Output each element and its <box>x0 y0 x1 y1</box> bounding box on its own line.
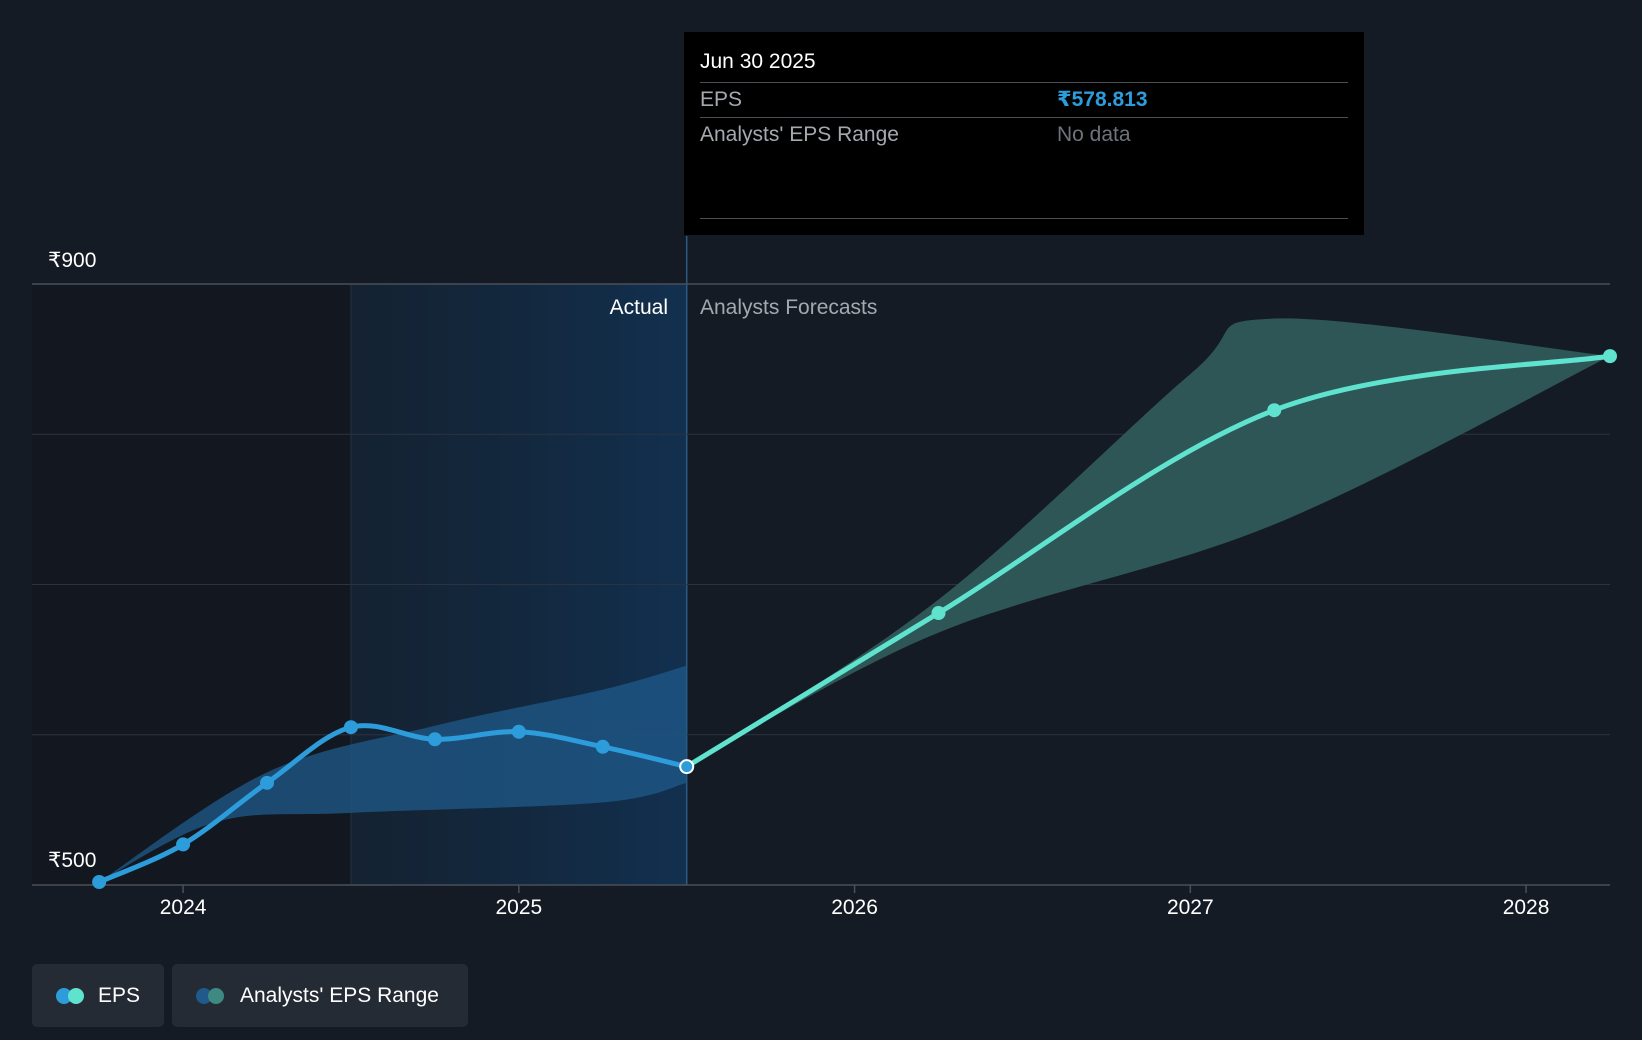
x-tick-label-2027: 2027 <box>1166 896 1214 919</box>
legend-eps-button[interactable]: EPS <box>32 964 164 1027</box>
x-tick-label-2025: 2025 <box>495 896 543 919</box>
eps-range-band-forecast-range <box>686 318 1610 767</box>
eps-point-forecast-2 <box>1267 403 1282 418</box>
eps-legend-dots-icon <box>56 987 88 1005</box>
tooltip-range-label: Analysts' EPS Range <box>700 123 899 146</box>
eps-range-band-actual-range <box>99 665 687 882</box>
eps-point-actual-1 <box>176 837 191 852</box>
legend-range-button[interactable]: Analysts' EPS Range <box>172 964 468 1027</box>
eps-point-forecast-1 <box>931 606 946 621</box>
tooltip-range-value: No data <box>1057 123 1131 146</box>
tooltip-date: Jun 30 2025 <box>700 32 1348 83</box>
range-legend-dots-icon <box>196 987 230 1005</box>
y-tick-label-900: ₹900 <box>48 249 97 272</box>
eps-point-actual-0 <box>92 874 107 889</box>
legend-eps-label: EPS <box>97 983 140 1007</box>
tooltip-divider <box>700 218 1348 219</box>
tooltip-eps-label: EPS <box>700 88 743 111</box>
legend-range-label: Analysts' EPS Range <box>240 983 439 1007</box>
x-tick-label-2024: 2024 <box>159 896 207 919</box>
eps-line-forecast <box>684 353 1613 770</box>
eps-line-actual <box>96 723 690 885</box>
tooltip-row-eps: EPS ₹578.813 <box>700 83 1348 118</box>
tooltip-eps-value: ₹578.813 <box>1057 88 1148 111</box>
eps-point-forecast-3 <box>1603 349 1617 364</box>
eps-point-actual-4 <box>427 732 442 747</box>
tooltip-row-range: Analysts' EPS Range No data <box>700 118 1348 152</box>
y-tick-label-500: ₹500 <box>48 849 97 872</box>
x-tick-label-2026: 2026 <box>831 896 878 919</box>
actual-region-label: Actual <box>609 296 668 319</box>
forecast-region-label: Analysts Forecasts <box>700 296 878 319</box>
eps-point-actual-2 <box>260 775 275 790</box>
eps-point-actual-5 <box>511 724 526 739</box>
hover-tooltip: Jun 30 2025 EPS ₹578.813 Analysts' EPS R… <box>684 32 1364 235</box>
eps-point-actual-6 <box>595 739 610 754</box>
x-tick-label-2028: 2028 <box>1502 896 1550 919</box>
eps-point-actual-3 <box>343 720 358 735</box>
eps-point-actual-7 <box>681 761 693 773</box>
